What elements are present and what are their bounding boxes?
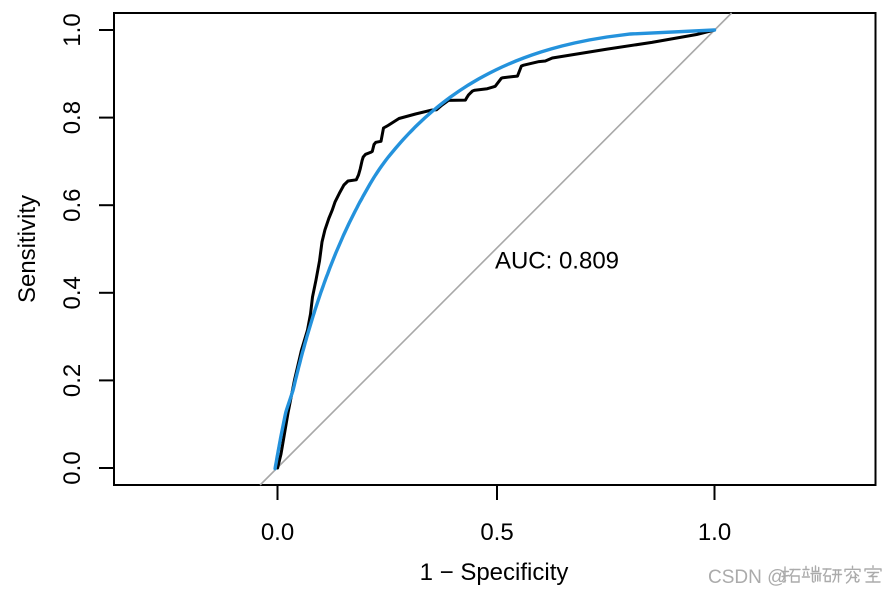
svg-text:1.0: 1.0 [698,519,731,546]
svg-text:0.2: 0.2 [59,364,86,397]
svg-text:0.0: 0.0 [59,451,86,484]
svg-text:Sensitivity: Sensitivity [14,195,41,303]
svg-text:1.0: 1.0 [59,13,86,46]
svg-text:0.8: 0.8 [59,101,86,134]
svg-text:0.5: 0.5 [480,519,513,546]
svg-text:0.0: 0.0 [261,519,294,546]
svg-text:0.4: 0.4 [59,276,86,309]
svg-text:1 − Specificity: 1 − Specificity [420,559,569,586]
svg-text:AUC: 0.809: AUC: 0.809 [495,248,619,275]
svg-text:CSDN @: CSDN @ [708,567,786,588]
svg-text:0.6: 0.6 [59,189,86,222]
